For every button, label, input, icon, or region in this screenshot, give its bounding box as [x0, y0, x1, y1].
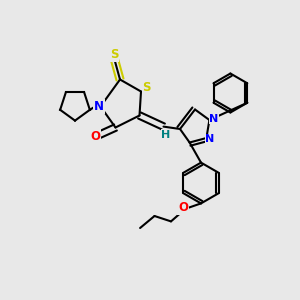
Text: O: O [178, 201, 188, 214]
Text: O: O [90, 130, 100, 143]
Text: N: N [94, 100, 104, 113]
Text: H: H [161, 130, 170, 140]
Text: S: S [142, 81, 151, 94]
Text: N: N [206, 134, 214, 145]
Text: S: S [110, 48, 119, 61]
Text: N: N [209, 113, 218, 124]
